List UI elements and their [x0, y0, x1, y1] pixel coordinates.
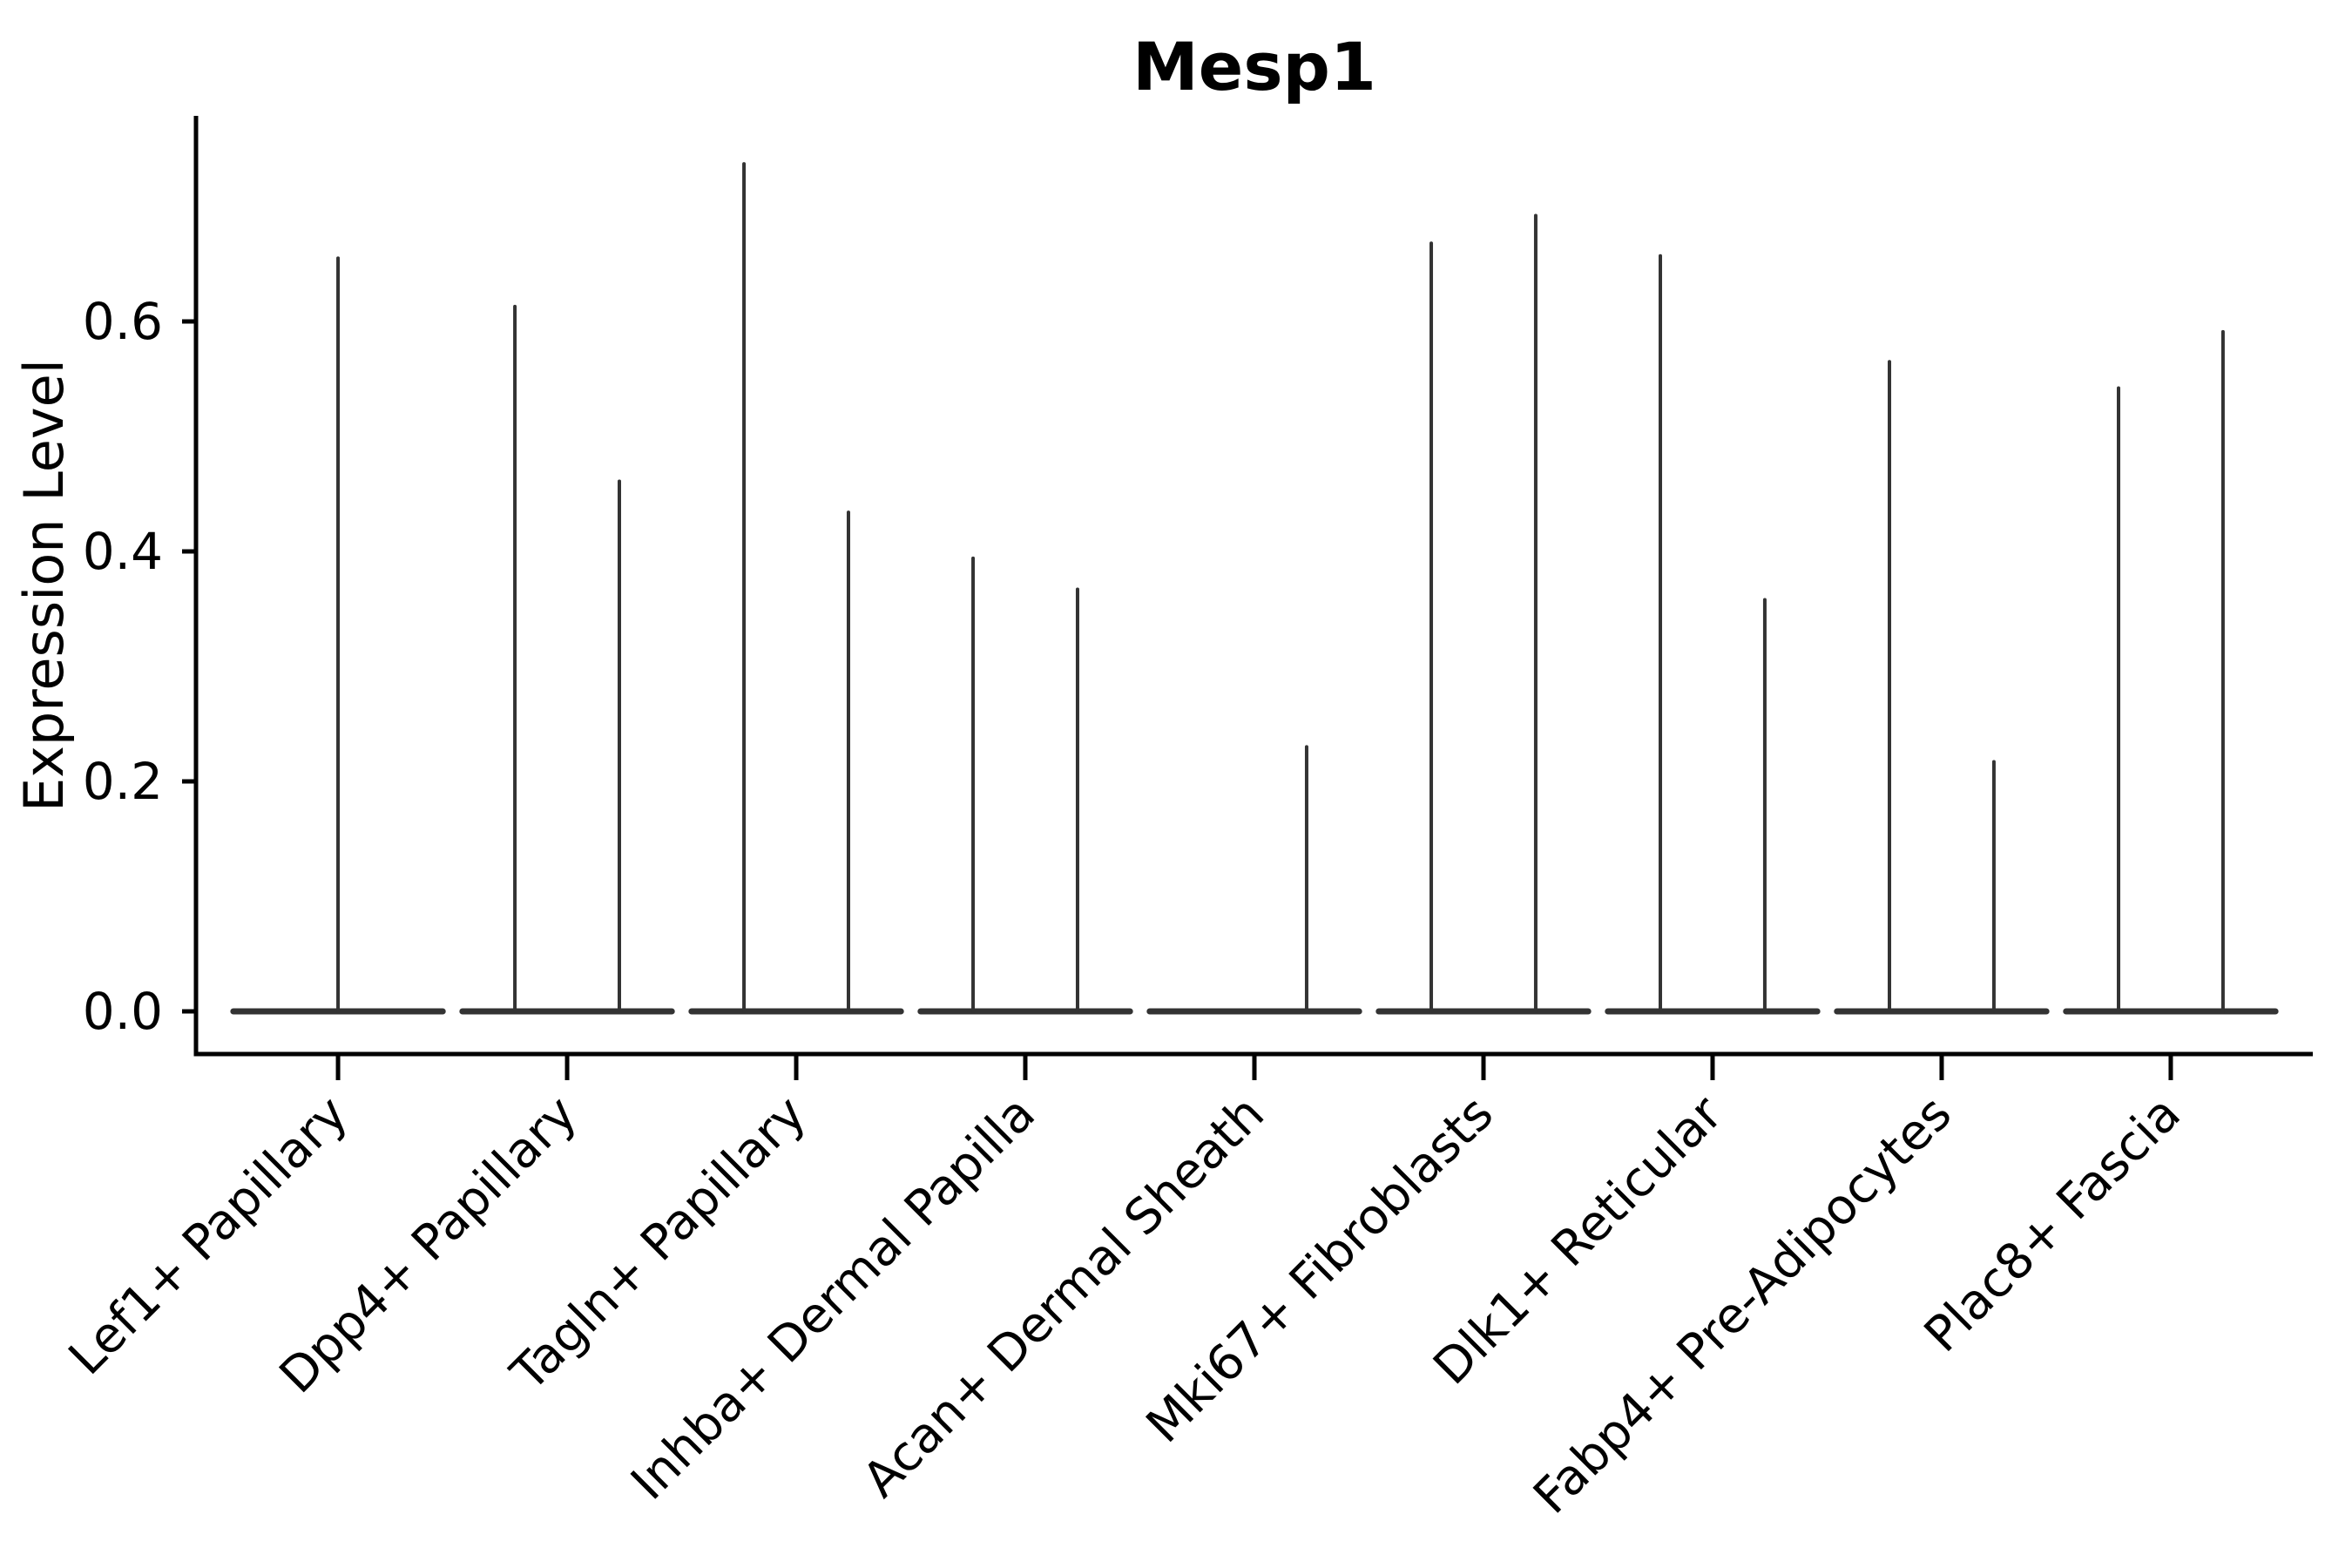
- y-axis-label: Expression Level: [12, 359, 76, 812]
- y-tick-label: 0.6: [83, 292, 163, 351]
- y-tick-label: 0.4: [83, 522, 163, 581]
- x-tick-label: Fabp4+ Pre-Adipocytes: [1523, 1085, 1963, 1525]
- chart-title: Mesp1: [1132, 28, 1376, 105]
- x-tick-label: Inhba+ Dermal Papilla: [620, 1085, 1046, 1511]
- axes-layer: [182, 116, 2313, 1080]
- x-tick-label: Acan+ Dermal Sheath: [852, 1085, 1275, 1509]
- violins-layer: [230, 162, 2279, 1015]
- y-tick-label: 0.2: [83, 752, 163, 811]
- y-tick-label: 0.0: [83, 982, 163, 1041]
